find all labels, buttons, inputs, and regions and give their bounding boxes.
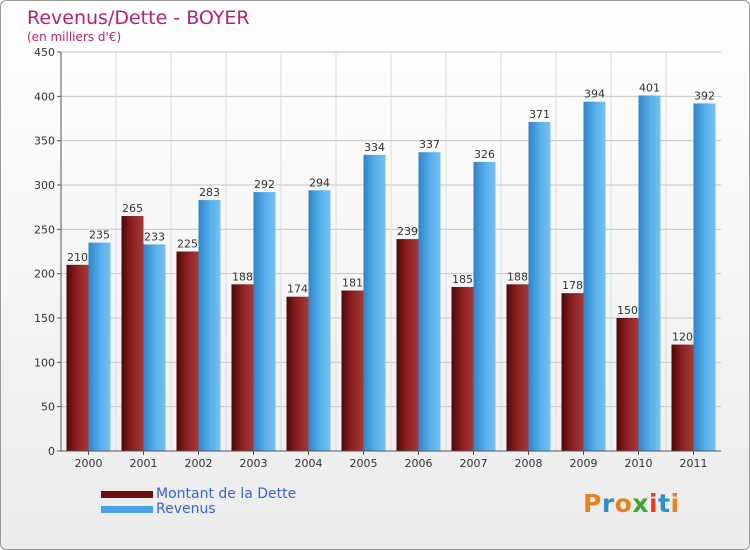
y-tick-label: 200 — [34, 268, 55, 281]
data-label: 210 — [67, 251, 88, 264]
data-label: 334 — [364, 141, 385, 154]
data-label: 239 — [397, 225, 418, 238]
data-label: 225 — [177, 238, 198, 251]
legend-swatch-dette — [101, 491, 153, 498]
data-label: 235 — [89, 229, 110, 242]
legend: Montant de la Dette Revenus — [101, 487, 296, 517]
x-tick-label: 2001 — [130, 457, 158, 470]
bar-dette — [506, 284, 529, 451]
data-label: 294 — [309, 176, 330, 189]
x-tick-label: 2006 — [405, 457, 433, 470]
y-tick-label: 50 — [41, 401, 55, 414]
data-label: 265 — [122, 202, 143, 215]
data-label: 185 — [452, 273, 473, 286]
bar-revenus — [253, 192, 276, 452]
bar-revenus — [308, 190, 331, 451]
bar-revenus — [528, 122, 551, 452]
y-tick-label: 100 — [34, 356, 55, 369]
x-tick-label: 2010 — [625, 457, 653, 470]
grid-lines — [61, 51, 721, 452]
x-tick-label: 2008 — [515, 457, 543, 470]
legend-label-dette: Montant de la Dette — [156, 486, 297, 502]
data-label: 188 — [232, 270, 253, 283]
bar-revenus — [693, 103, 716, 451]
data-label: 392 — [694, 89, 715, 102]
bar-revenus — [473, 161, 496, 452]
y-tick-label: 250 — [34, 223, 55, 236]
data-label: 326 — [474, 148, 495, 161]
chart-title: Revenus/Dette - BOYER — [27, 7, 250, 29]
data-label: 188 — [507, 270, 528, 283]
data-label: 337 — [419, 138, 440, 151]
chart-subtitle: (en milliers d'€) — [27, 30, 122, 44]
y-tick-label: 150 — [34, 312, 55, 325]
data-label: 120 — [672, 331, 693, 344]
bar-revenus — [143, 244, 166, 451]
x-tick-label: 2003 — [240, 457, 268, 470]
bar-dette — [616, 318, 639, 451]
data-label: 233 — [144, 230, 165, 243]
bars — [66, 95, 716, 452]
data-label: 292 — [254, 178, 275, 191]
data-label: 394 — [584, 88, 605, 101]
bar-revenus — [198, 200, 221, 451]
x-tick-label: 2007 — [460, 457, 488, 470]
y-tick-label: 350 — [34, 135, 55, 148]
y-tick-label: 400 — [34, 90, 55, 103]
y-tick-label: 300 — [34, 179, 55, 192]
bar-dette — [121, 216, 144, 451]
bar-revenus — [418, 152, 441, 451]
data-label: 174 — [287, 283, 308, 296]
axes: 0 50 100 150 200 250 300 350 400 450 2000 2001 2002 2… — [34, 46, 721, 470]
legend-swatch-revenus — [101, 506, 153, 513]
bar-dette — [176, 251, 199, 451]
x-tick-label: 2004 — [295, 457, 323, 470]
bar-dette — [561, 293, 584, 451]
bar-revenus — [88, 242, 111, 451]
x-tick-label: 2011 — [680, 457, 708, 470]
bar-revenus — [638, 95, 661, 452]
data-label: 181 — [342, 277, 363, 290]
proxiti-logo: Proxiti — [583, 489, 680, 518]
bar-dette — [286, 296, 309, 451]
x-tick-label: 2000 — [75, 457, 103, 470]
legend-item-dette: Montant de la Dette — [101, 487, 296, 502]
legend-item-revenus: Revenus — [101, 502, 296, 517]
bar-revenus — [583, 101, 606, 452]
bar-dette — [671, 344, 694, 451]
data-label: 283 — [199, 186, 220, 199]
bar-dette — [451, 286, 474, 451]
data-label: 178 — [562, 279, 583, 292]
data-label: 401 — [639, 81, 660, 94]
x-tick-label: 2009 — [570, 457, 598, 470]
bar-dette — [396, 239, 419, 451]
bar-dette — [341, 290, 364, 451]
x-tick-label: 2005 — [350, 457, 378, 470]
y-tick-label: 0 — [48, 445, 55, 458]
data-label: 371 — [529, 108, 550, 121]
legend-label-revenus: Revenus — [156, 501, 216, 517]
data-label: 150 — [617, 304, 638, 317]
y-tick-label: 450 — [34, 46, 55, 59]
bar-dette — [66, 264, 89, 451]
x-tick-label: 2002 — [185, 457, 213, 470]
bar-revenus — [363, 154, 386, 451]
bar-dette — [231, 284, 254, 451]
